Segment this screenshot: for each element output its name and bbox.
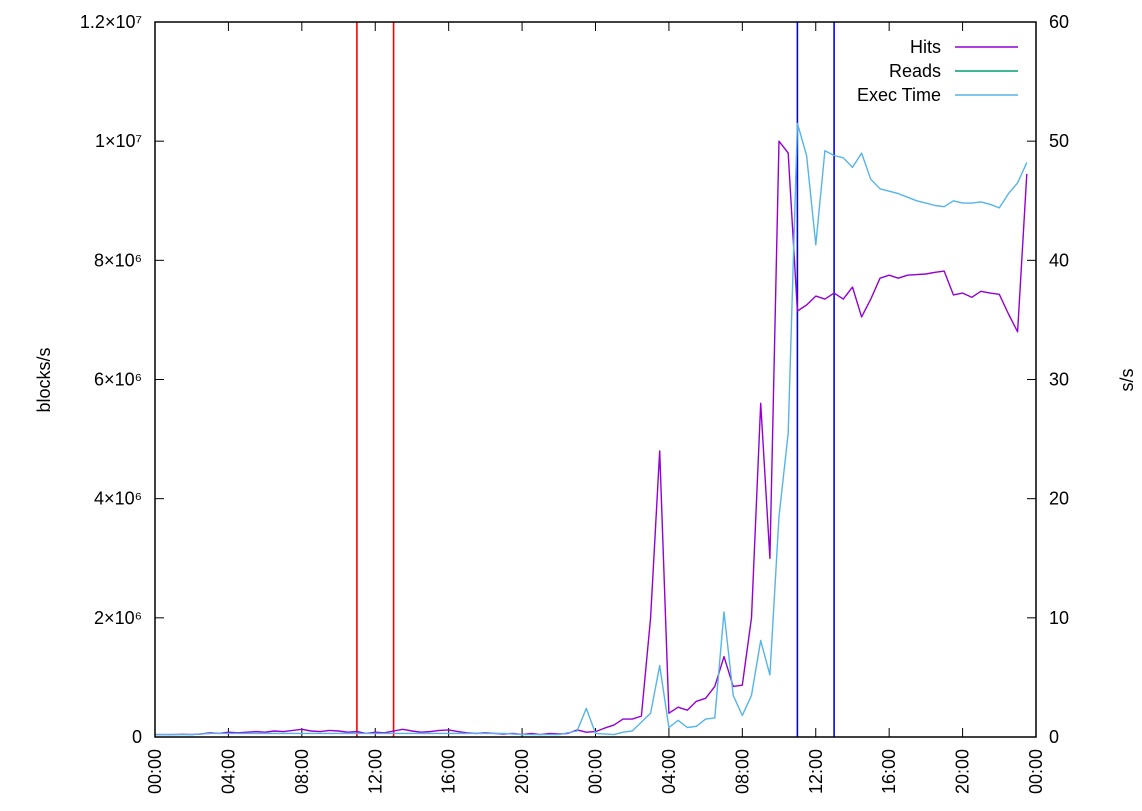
y2-axis-tick-labels: 0 10 20 30 40 50 60 bbox=[1049, 12, 1069, 747]
series-line-exec-time bbox=[155, 122, 1028, 736]
y-tick-label: 1.2×10⁷ bbox=[80, 12, 142, 32]
y2-tick-label: 20 bbox=[1049, 489, 1069, 509]
x-tick-label: 12:00 bbox=[806, 749, 826, 794]
y2-tick-label: 10 bbox=[1049, 608, 1069, 628]
series-line-hits bbox=[155, 140, 1028, 736]
y2-tick-label: 50 bbox=[1049, 131, 1069, 151]
x-tick-label: 08:00 bbox=[292, 749, 312, 794]
x-tick-label: 20:00 bbox=[953, 749, 973, 794]
x-tick-label: 16:00 bbox=[879, 749, 899, 794]
x-tick-label: 20:00 bbox=[512, 749, 532, 794]
legend-label: Exec Time bbox=[857, 85, 941, 105]
vertical-markers bbox=[356, 22, 835, 737]
x-tick-label: 00:00 bbox=[586, 749, 606, 794]
legend: Hits Reads Exec Time bbox=[857, 37, 1018, 105]
y-tick-label: 2×10⁶ bbox=[94, 608, 142, 628]
y-axis-tick-labels: 0 2×10⁶ 4×10⁶ 6×10⁶ 8×10⁶ 1×10⁷ 1.2×10⁷ bbox=[80, 12, 142, 747]
x-tick-label: 12:00 bbox=[365, 749, 385, 794]
y-tick-label: 1×10⁷ bbox=[95, 131, 142, 151]
x-tick-label: 04:00 bbox=[659, 749, 679, 794]
y2-tick-label: 40 bbox=[1049, 250, 1069, 270]
series-layer bbox=[155, 122, 1028, 736]
plot-frame bbox=[154, 21, 1037, 738]
axis-ticks bbox=[154, 21, 1037, 738]
y2-tick-label: 60 bbox=[1049, 12, 1069, 32]
x-tick-label: 04:00 bbox=[218, 749, 238, 794]
x-tick-label: 16:00 bbox=[439, 749, 459, 794]
x-axis-tick-labels: 00:00 04:00 08:00 12:00 16:00 20:00 00:00 04:00… bbox=[145, 749, 1046, 794]
x-tick-label: 00:00 bbox=[145, 749, 165, 794]
y-tick-label: 8×10⁶ bbox=[94, 250, 142, 270]
y-axis-label: blocks/s bbox=[34, 347, 54, 412]
y2-tick-label: 30 bbox=[1049, 370, 1069, 390]
y2-axis-label: s/s bbox=[1117, 368, 1137, 391]
y-tick-label: 0 bbox=[132, 727, 142, 747]
x-tick-label: 08:00 bbox=[732, 749, 752, 794]
x-tick-label: 00:00 bbox=[1026, 749, 1046, 794]
legend-label: Reads bbox=[889, 61, 941, 81]
y2-tick-label: 0 bbox=[1049, 727, 1059, 747]
y-tick-label: 6×10⁶ bbox=[94, 370, 142, 390]
y-tick-label: 4×10⁶ bbox=[94, 489, 142, 509]
legend-label: Hits bbox=[910, 37, 941, 57]
